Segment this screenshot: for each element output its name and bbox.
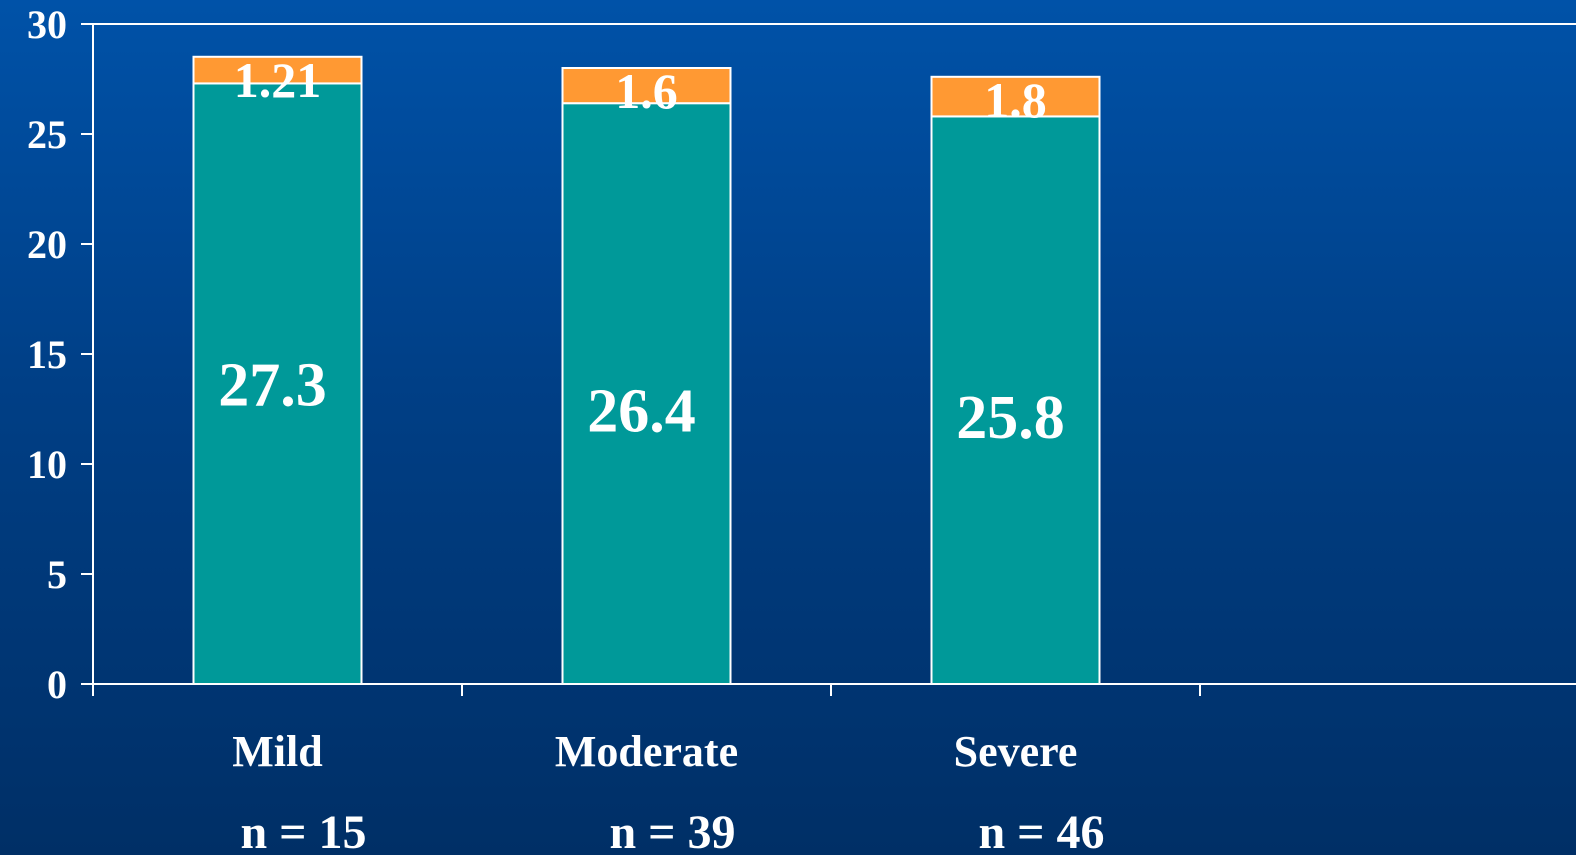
category-label: Moderate [555,727,738,776]
bar-segment-base [192,82,363,685]
data-label-top: 1.21 [234,52,322,108]
data-label-top: 1.6 [615,63,678,119]
y-tick-label: 30 [27,2,67,47]
sample-size-label: n = 46 [978,806,1104,855]
y-tick-label: 25 [27,112,67,157]
bar-segment-top [192,55,363,85]
category-labels: Mild n = 15 Moderate n = 39 Severe n = 46 [232,727,1104,855]
data-label-base: 26.4 [587,378,696,446]
sample-size-label: n = 15 [240,806,366,855]
category-label: Severe [954,727,1078,776]
data-label-base: 27.3 [218,352,327,420]
category-label: Mild [232,727,322,776]
bars [192,55,1101,685]
value-labels: 27.3 1.21 26.4 1.6 25.8 1.8 [218,52,1065,452]
y-axis: 0 5 10 15 20 25 30 [27,2,1576,707]
y-tick-label: 10 [27,442,67,487]
sample-size-label: n = 39 [609,806,735,855]
y-tick-label: 0 [47,662,67,707]
bar-segment-base [930,115,1101,685]
bar-segment-top [561,67,732,105]
data-label-top: 1.8 [984,72,1047,128]
data-label-base: 25.8 [956,384,1065,452]
y-tick-label: 5 [47,552,67,597]
y-tick-label: 15 [27,332,67,377]
x-axis [92,683,1576,696]
bar-segment-top [930,75,1101,118]
y-tick-label: 20 [27,222,67,267]
